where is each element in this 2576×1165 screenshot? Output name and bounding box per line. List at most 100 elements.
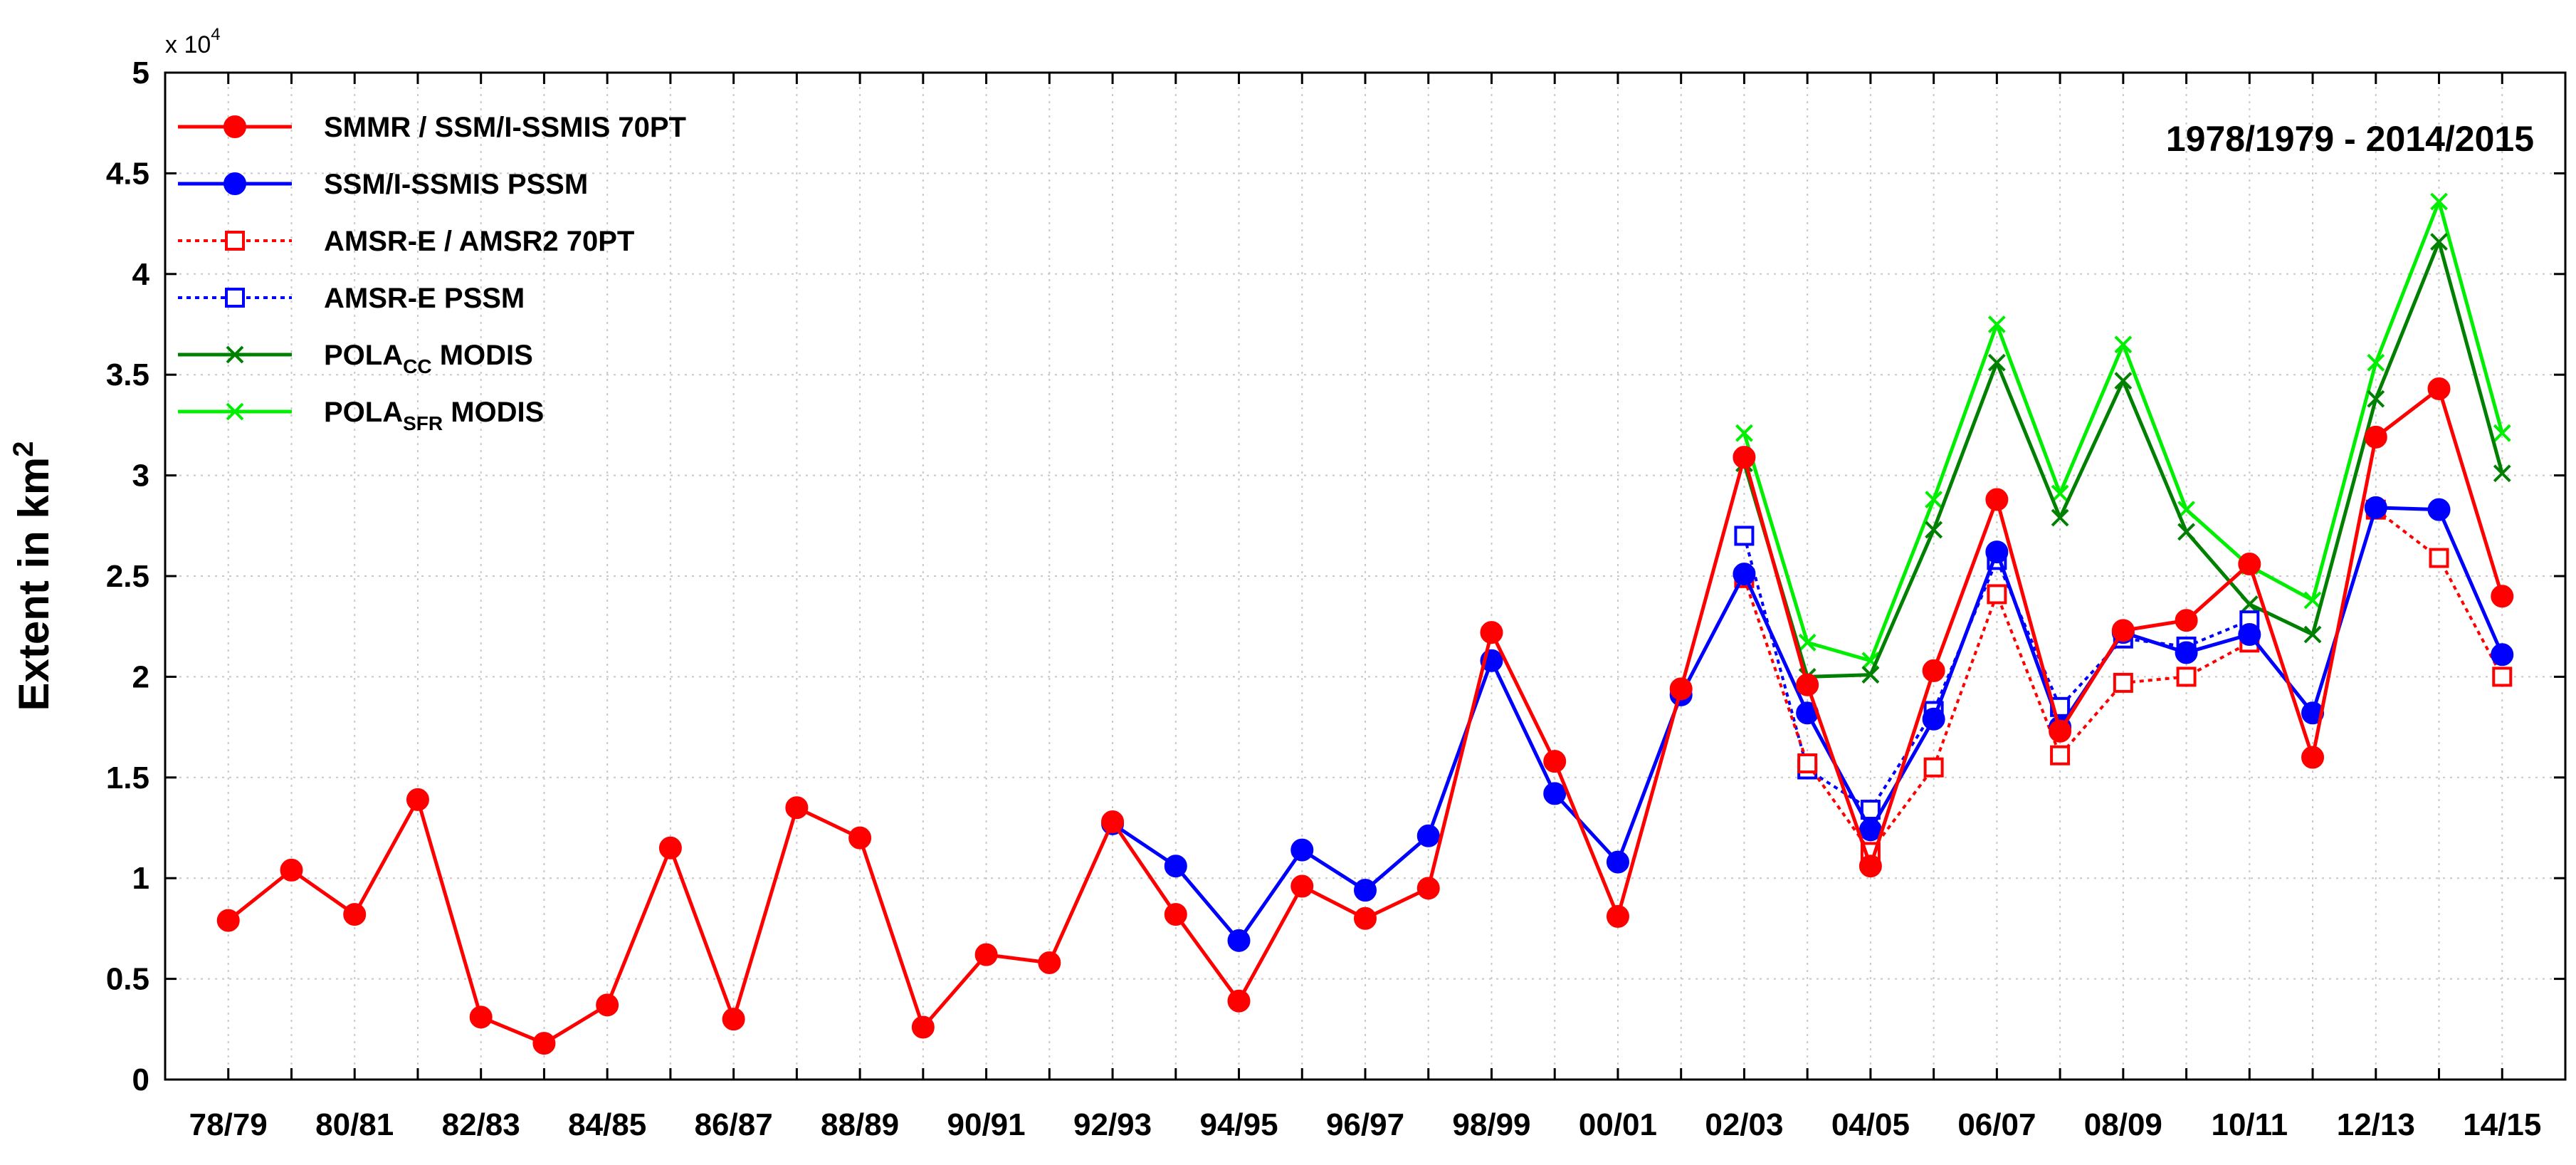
data-point — [2238, 623, 2261, 647]
data-point — [280, 858, 303, 882]
legend-marker — [224, 115, 246, 138]
marker-stroke — [1861, 652, 1880, 670]
legend-label: SMMR / SSM/I-SSMIS 70PT — [324, 112, 686, 143]
marker-stroke — [1987, 353, 2006, 372]
y-tick-label: 5 — [132, 56, 149, 90]
x-tick-label: 90/91 — [947, 1107, 1026, 1142]
legend: SMMR / SSM/I-SSMIS 70PT SSM/I-SSMIS PSSM A… — [178, 112, 686, 434]
marker-stroke — [226, 402, 244, 421]
data-point — [1290, 874, 1314, 898]
marker-stroke — [2367, 353, 2385, 372]
marker-stroke — [1925, 491, 1943, 508]
y-multiplier-label: x 104 — [165, 25, 221, 58]
data-point — [2427, 377, 2451, 400]
data-point — [216, 909, 240, 932]
y-axis-label: Extent in km2 — [8, 442, 58, 711]
x-tick-label: 96/97 — [1326, 1107, 1404, 1142]
data-point — [1543, 782, 1567, 805]
legend-marker — [226, 345, 244, 364]
marker-stroke — [1987, 315, 2006, 333]
data-point — [1669, 677, 1693, 701]
data-point — [1798, 633, 1817, 652]
axes: 78/79 80/81 82/83 84/85 86/87 88/89 90/91 92/93… — [106, 56, 2565, 1142]
legend-entry: POLASFR MODIS — [178, 397, 544, 434]
data-point — [1227, 989, 1251, 1013]
data-point — [1416, 877, 1440, 900]
data-point — [2492, 667, 2513, 687]
data-point — [2364, 496, 2387, 519]
data-point — [596, 993, 619, 1017]
marker-stroke — [1925, 521, 1943, 539]
x-tick-label: 82/83 — [442, 1107, 520, 1142]
data-point — [406, 788, 429, 811]
data-point — [1290, 838, 1314, 862]
series-line — [1742, 535, 2251, 812]
marker-stroke — [2051, 484, 2069, 503]
legend-marker — [224, 172, 246, 195]
x-tick-label: 88/89 — [821, 1107, 899, 1142]
data-point — [1354, 907, 1377, 930]
data-point — [2111, 619, 2135, 642]
marker-stroke — [2114, 335, 2133, 354]
marker-stroke — [2114, 372, 2133, 390]
data-point — [1606, 850, 1629, 874]
x-tick-label: 06/07 — [1957, 1107, 2036, 1142]
data-point — [722, 1008, 745, 1031]
data-point — [2175, 609, 2198, 632]
data-point — [1733, 446, 1756, 469]
legend-entry: AMSR-E / AMSR2 70PT — [178, 226, 634, 257]
y-tick-label: 2 — [132, 659, 149, 694]
legend-label: AMSR-E / AMSR2 70PT — [324, 226, 634, 257]
data-point — [2491, 585, 2514, 608]
y-tick-label: 0 — [132, 1062, 149, 1097]
series-polasfr-modis — [1735, 192, 2511, 670]
data-point — [1922, 707, 1945, 731]
data-point — [2050, 745, 2071, 766]
y-tick-label: 3 — [132, 459, 149, 493]
legend-marker — [226, 402, 244, 421]
data-point — [2051, 508, 2069, 527]
data-point — [1923, 757, 1944, 778]
series-line — [1742, 578, 2251, 854]
marker-stroke — [1798, 633, 1817, 652]
x-tick-label: 98/99 — [1452, 1107, 1530, 1142]
legend-label: SSM/I-SSMIS PSSM — [324, 169, 588, 200]
x-tick-label: 04/05 — [1831, 1107, 1910, 1142]
data-point — [658, 836, 682, 860]
y-tick-label: 4.5 — [106, 156, 149, 191]
data-point — [1227, 929, 1251, 952]
legend-label: POLASFR MODIS — [324, 397, 544, 434]
data-point — [1987, 353, 2006, 372]
y-tick-label: 3.5 — [106, 357, 149, 392]
y-tick-label: 0.5 — [106, 962, 149, 997]
data-point — [1733, 563, 1756, 586]
data-point — [1164, 855, 1187, 878]
data-point — [2238, 553, 2261, 576]
legend-entry: SMMR / SSM/I-SSMIS 70PT — [178, 112, 686, 143]
x-tick-label: 80/81 — [315, 1107, 394, 1142]
data-point — [1038, 951, 1061, 974]
data-point — [1987, 584, 2007, 605]
data-point — [2430, 233, 2448, 251]
marker-stroke — [1735, 424, 1753, 442]
data-point — [1987, 315, 2006, 333]
data-point — [1859, 855, 1882, 878]
marker-stroke — [2303, 625, 2322, 644]
x-tick-label: 10/11 — [2211, 1107, 2288, 1142]
y-tick-label: 2.5 — [106, 559, 149, 594]
data-point — [2301, 746, 2325, 769]
marker-stroke — [2430, 233, 2448, 251]
data-point — [2176, 667, 2197, 687]
marker-stroke — [2430, 192, 2448, 211]
x-tick-label: 78/79 — [189, 1107, 268, 1142]
data-point — [1354, 879, 1377, 902]
data-point — [2049, 719, 2072, 743]
data-point — [2051, 484, 2069, 503]
data-point — [911, 1015, 935, 1039]
grid — [165, 73, 2565, 1080]
legend-entry: POLACC MODIS — [178, 340, 533, 377]
period-annotation: 1978/1979 - 2014/2015 — [2166, 119, 2534, 159]
y-axis-label-superscript: 2 — [8, 442, 39, 457]
data-point — [848, 826, 872, 850]
